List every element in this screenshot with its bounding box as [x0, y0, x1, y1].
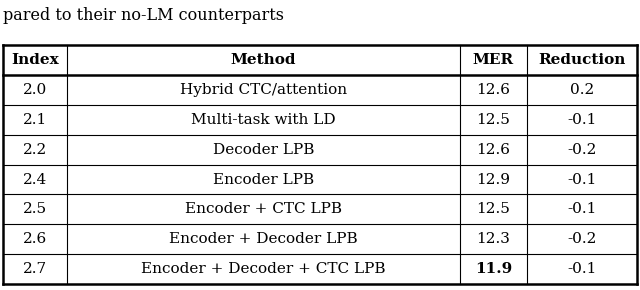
Text: 12.5: 12.5: [477, 113, 510, 127]
Text: -0.1: -0.1: [567, 202, 596, 216]
Text: Decoder LPB: Decoder LPB: [212, 143, 314, 157]
Text: 2.4: 2.4: [23, 173, 47, 186]
Text: 2.1: 2.1: [23, 113, 47, 127]
Text: 12.6: 12.6: [476, 83, 511, 97]
Text: Hybrid CTC/attention: Hybrid CTC/attention: [180, 83, 347, 97]
Text: Method: Method: [230, 53, 296, 67]
Text: -0.1: -0.1: [567, 262, 596, 276]
Text: Encoder + Decoder + CTC LPB: Encoder + Decoder + CTC LPB: [141, 262, 386, 276]
Text: -0.2: -0.2: [567, 143, 596, 157]
Text: 2.6: 2.6: [23, 232, 47, 246]
Text: Reduction: Reduction: [538, 53, 626, 67]
Text: -0.1: -0.1: [567, 113, 596, 127]
Text: -0.1: -0.1: [567, 173, 596, 186]
Text: Encoder + CTC LPB: Encoder + CTC LPB: [185, 202, 342, 216]
Text: 2.7: 2.7: [23, 262, 47, 276]
Text: 0.2: 0.2: [570, 83, 594, 97]
Text: 2.5: 2.5: [23, 202, 47, 216]
Text: -0.2: -0.2: [567, 232, 596, 246]
Text: Index: Index: [11, 53, 59, 67]
Text: pared to their no-LM counterparts: pared to their no-LM counterparts: [3, 7, 284, 24]
Text: Multi-task with LD: Multi-task with LD: [191, 113, 335, 127]
Text: 12.3: 12.3: [477, 232, 510, 246]
Text: 12.6: 12.6: [476, 143, 511, 157]
Text: 11.9: 11.9: [475, 262, 512, 276]
Text: 12.9: 12.9: [476, 173, 511, 186]
Text: 12.5: 12.5: [477, 202, 510, 216]
Text: 2.2: 2.2: [23, 143, 47, 157]
Text: Encoder LPB: Encoder LPB: [213, 173, 314, 186]
Text: Encoder + Decoder LPB: Encoder + Decoder LPB: [169, 232, 358, 246]
Text: 2.0: 2.0: [23, 83, 47, 97]
Text: MER: MER: [473, 53, 514, 67]
